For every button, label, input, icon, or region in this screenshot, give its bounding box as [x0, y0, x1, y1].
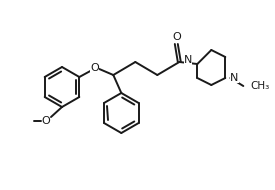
- Text: O: O: [42, 116, 50, 126]
- Text: N: N: [230, 73, 239, 83]
- Text: O: O: [90, 63, 99, 73]
- Text: CH₃: CH₃: [250, 81, 270, 91]
- Text: O: O: [172, 32, 181, 42]
- Text: N: N: [184, 55, 192, 65]
